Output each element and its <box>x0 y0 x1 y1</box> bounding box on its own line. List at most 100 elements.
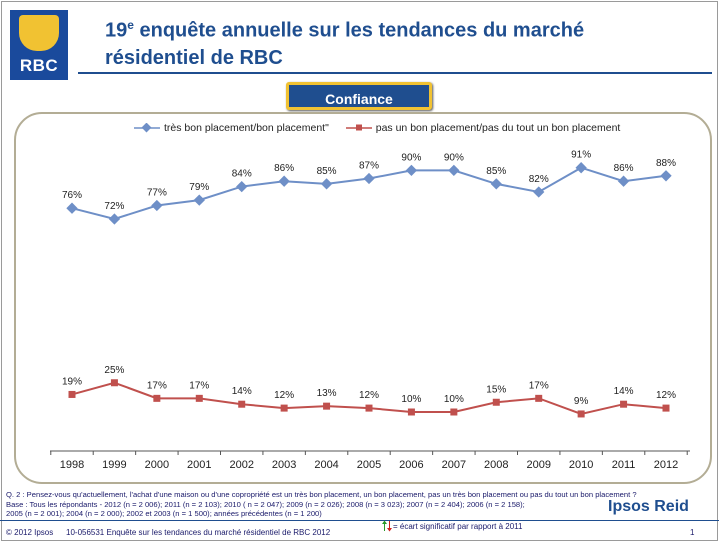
base-footnote-2: 2005 (n = 2 001); 2004 (n = 2 000); 2002… <box>6 509 322 518</box>
chart-legend: très bon placement/bon placement" pas un… <box>134 122 634 136</box>
series-1-data-label: 85% <box>317 166 337 177</box>
lion-shield-icon <box>19 15 59 51</box>
title-divider <box>78 72 712 74</box>
series-2-data-label: 10% <box>401 394 421 405</box>
series-1-point <box>108 213 121 225</box>
title-superscript: e <box>127 18 134 32</box>
x-tick-label: 2004 <box>314 459 338 471</box>
footer-divider <box>0 520 719 521</box>
series-1-point <box>448 164 460 177</box>
series-2-data-label: 12% <box>359 390 379 401</box>
x-tick-label: 2003 <box>272 459 296 471</box>
x-tick-label: 1999 <box>102 459 126 471</box>
series-1-data-label: 90% <box>401 152 421 163</box>
x-tick-label: 1998 <box>60 459 84 471</box>
x-tick-label: 2007 <box>442 459 466 471</box>
series-2-data-label: 17% <box>147 380 167 391</box>
legend-label-series-2: pas un bon placement/pas du tout un bon … <box>375 122 621 134</box>
series-2-data-label: 17% <box>189 380 209 391</box>
series-2-data-label: 19% <box>62 376 82 387</box>
series-2-point <box>535 394 543 402</box>
series-1-data-label: 72% <box>104 201 124 212</box>
section-badge: Confiance <box>286 82 432 110</box>
base-footnote-1: Base : Tous les répondants - 2012 (n = 2… <box>6 500 525 509</box>
title-line-2: résidentiel de RBC <box>105 46 283 69</box>
series-1-data-label: 91% <box>571 150 591 161</box>
series-1-point <box>533 186 545 198</box>
series-1-point <box>575 162 587 174</box>
series-1-data-label: 82% <box>529 174 549 185</box>
logo-text: RBC <box>19 56 59 75</box>
significance-note: = écart significatif par rapport à 2011 <box>381 520 522 532</box>
x-tick-label: 2011 <box>612 459 636 471</box>
rbc-logo: RBC <box>10 10 68 80</box>
x-tick-label: 2010 <box>569 459 593 471</box>
series-2-point <box>280 404 288 412</box>
title-number: 19 <box>105 19 128 42</box>
series-2-data-label: 12% <box>274 390 294 401</box>
series-2-data-label: 12% <box>656 390 676 401</box>
series-2-point <box>365 404 373 412</box>
question-footnote: Q. 2 : Pensez-vous qu'actuellement, l'ac… <box>6 490 637 499</box>
series-2-data-label: 25% <box>104 365 124 376</box>
series-1-point <box>490 178 502 190</box>
significance-arrows-icon <box>382 520 392 532</box>
series-2-point <box>662 404 670 412</box>
page-number: 1 <box>690 528 695 537</box>
series-2-point <box>620 400 628 408</box>
chart-frame <box>14 112 712 484</box>
series-1-point <box>617 175 630 187</box>
series-2-point <box>323 402 331 410</box>
series-1-data-label: 86% <box>274 163 294 174</box>
series-1-data-label: 90% <box>444 152 464 163</box>
footer-study: 10-056531 Enquête sur les tendances du m… <box>66 528 331 537</box>
series-2-point <box>110 379 118 387</box>
series-2-point <box>68 390 76 398</box>
series-1-data-label: 88% <box>656 158 676 169</box>
legend-item-series-2: pas un bon placement/pas du tout un bon … <box>345 122 621 134</box>
x-tick-label: 2005 <box>357 459 381 471</box>
x-tick-label: 2000 <box>145 459 169 471</box>
series-2-point <box>238 400 246 408</box>
ipsos-reid-logo: Ipsos Reid <box>608 498 689 515</box>
series-1-point <box>405 164 418 177</box>
series-2-data-label: 13% <box>317 388 337 399</box>
series-1-data-label: 87% <box>359 161 379 172</box>
x-tick-label: 2012 <box>654 459 678 471</box>
x-tick-label: 2002 <box>229 459 253 471</box>
series-2-point <box>407 408 415 416</box>
series-2-point <box>577 410 585 418</box>
significance-text: = écart significatif par rapport à 2011 <box>393 521 523 531</box>
series-1-point <box>66 202 78 214</box>
x-tick-label: 2008 <box>484 459 508 471</box>
series-2-point <box>195 394 203 402</box>
series-2-point <box>153 394 161 402</box>
series-1-point <box>236 180 248 193</box>
series-1-data-label: 84% <box>232 169 252 180</box>
legend-label-series-1: très bon placement/bon placement" <box>164 122 329 134</box>
series-1-data-label: 86% <box>614 163 634 174</box>
series-2-data-label: 10% <box>444 394 464 405</box>
legend-item-series-1: très bon placement/bon placement" <box>134 122 329 134</box>
series-2-point <box>492 398 500 406</box>
title-line-1: enquête annuelle sur les tendances du ma… <box>133 19 585 42</box>
series-1-point <box>660 170 672 182</box>
series-2-data-label: 14% <box>614 386 634 397</box>
series-1-point <box>193 194 205 206</box>
legend-marker-series-1 <box>134 123 160 133</box>
series-1-data-label: 79% <box>189 182 209 193</box>
page-title: 19e enquête annuelle sur les tendances d… <box>105 12 685 72</box>
x-tick-label: 2006 <box>399 459 423 471</box>
x-tick-label: 2009 <box>526 459 550 471</box>
series-1-point <box>151 199 163 212</box>
series-2-data-label: 14% <box>232 386 252 397</box>
x-tick-label: 2001 <box>187 459 211 471</box>
series-2-data-label: 17% <box>529 380 549 391</box>
series-1-data-label: 76% <box>62 190 82 201</box>
series-1-data-label: 77% <box>147 188 167 199</box>
legend-marker-series-2 <box>345 124 372 131</box>
series-2-data-label: 15% <box>486 384 506 395</box>
series-2-data-label: 9% <box>574 396 589 407</box>
